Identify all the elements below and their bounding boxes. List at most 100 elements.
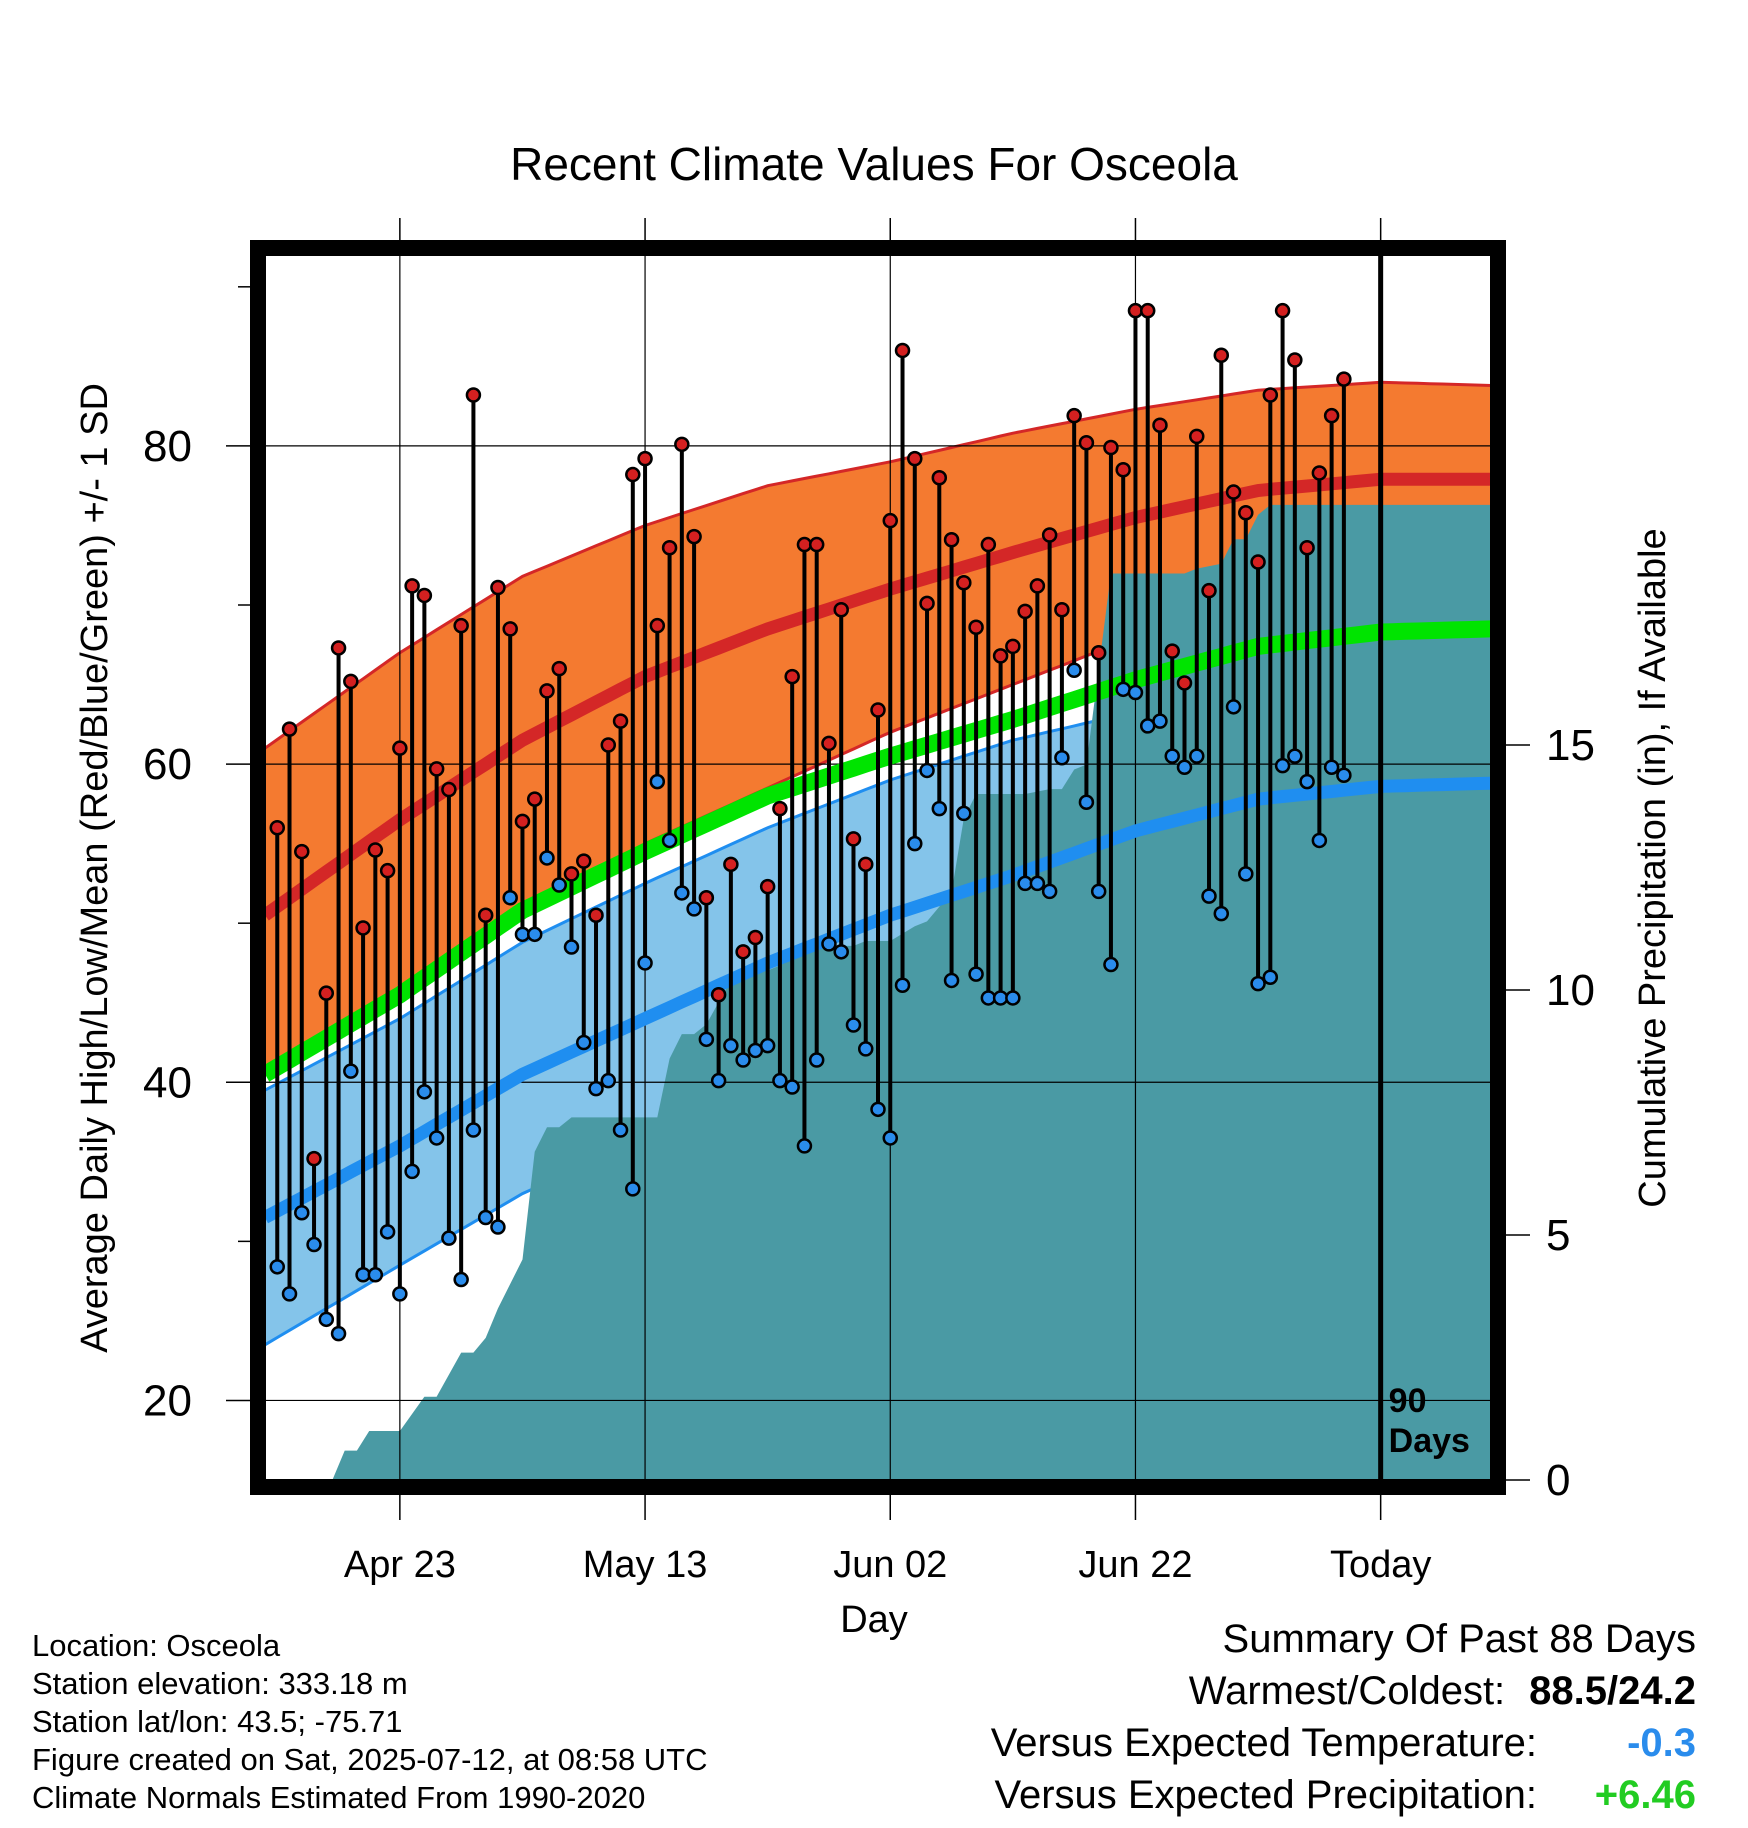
daily-low-point bbox=[1041, 883, 1058, 900]
info-created: Figure created on Sat, 2025-07-12, at 08… bbox=[32, 1742, 708, 1777]
daily-low-point bbox=[294, 1204, 310, 1221]
daily-low-point bbox=[563, 939, 580, 955]
x-tick-label: Jun 02 bbox=[833, 1544, 947, 1586]
daily-high-point bbox=[723, 856, 739, 873]
daily-low-point bbox=[1225, 699, 1242, 715]
daily-low-point bbox=[772, 1072, 788, 1089]
daily-low-point bbox=[796, 1138, 813, 1154]
daily-high-point bbox=[392, 740, 408, 756]
daily-high-point bbox=[1041, 527, 1058, 543]
daily-high-point bbox=[294, 843, 310, 860]
y-axis-label: Average Daily High/Low/Mean (Red/Blue/Gr… bbox=[74, 383, 116, 1353]
daily-high-point bbox=[330, 640, 347, 656]
summary-precip-row: Versus Expected Precipitation: +6.46 bbox=[991, 1769, 1696, 1821]
daily-low-point bbox=[330, 1325, 347, 1342]
daily-high-point bbox=[710, 987, 727, 1003]
y-tick-label: 60 bbox=[143, 740, 192, 789]
daily-low-point bbox=[833, 944, 849, 960]
daily-high-point bbox=[845, 831, 862, 847]
x-tick-label: May 13 bbox=[583, 1544, 708, 1586]
daily-high-point bbox=[1017, 603, 1033, 620]
daily-high-point bbox=[563, 866, 580, 882]
daily-low-point bbox=[674, 885, 690, 901]
daily-low-point bbox=[306, 1236, 322, 1253]
x-axis-label: Day bbox=[840, 1599, 908, 1641]
summary-temp-row: Versus Expected Temperature: -0.3 bbox=[991, 1717, 1696, 1769]
daily-high-point bbox=[833, 602, 849, 618]
daily-high-point bbox=[281, 721, 298, 737]
daily-high-point bbox=[379, 862, 396, 879]
daily-high-point bbox=[600, 737, 617, 753]
daily-low-point bbox=[1103, 956, 1119, 973]
info-normals: Climate Normals Estimated From 1990-2020 bbox=[32, 1780, 646, 1815]
y2-tick-label: 15 bbox=[1546, 721, 1595, 770]
daily-low-point bbox=[1299, 773, 1315, 790]
daily-low-point bbox=[576, 1034, 592, 1051]
daily-high-point bbox=[1225, 484, 1242, 500]
daily-low-point bbox=[894, 977, 911, 993]
daily-low-point bbox=[465, 1122, 482, 1138]
daily-high-point bbox=[637, 450, 653, 467]
daily-low-point bbox=[968, 966, 984, 982]
x-tick-label: Today bbox=[1330, 1544, 1431, 1586]
daily-high-point bbox=[588, 907, 604, 923]
daily-low-point bbox=[784, 1079, 800, 1095]
daily-low-point bbox=[1164, 748, 1180, 764]
daily-high-point bbox=[1287, 352, 1303, 368]
daily-high-point bbox=[453, 617, 469, 634]
daily-low-point bbox=[1323, 759, 1340, 776]
daily-low-point bbox=[907, 835, 923, 852]
daily-high-point bbox=[1201, 582, 1217, 599]
daily-high-point bbox=[772, 800, 788, 817]
daily-high-point bbox=[919, 595, 935, 612]
daily-low-point bbox=[686, 901, 702, 917]
daily-high-point bbox=[1189, 428, 1205, 445]
daily-high-point bbox=[686, 528, 702, 545]
daily-low-point bbox=[416, 1084, 433, 1100]
daily-high-point bbox=[625, 466, 641, 483]
precip-label: Versus Expected Precipitation: bbox=[994, 1773, 1537, 1817]
daily-high-point bbox=[649, 617, 666, 634]
daily-high-point bbox=[968, 619, 984, 636]
daily-low-point bbox=[612, 1122, 629, 1138]
high-upper-line bbox=[265, 380, 1491, 750]
daily-low-point bbox=[343, 1063, 359, 1079]
y-tick-label: 40 bbox=[143, 1058, 192, 1107]
daily-low-point bbox=[539, 850, 555, 866]
daily-high-point bbox=[1005, 638, 1021, 655]
daily-high-point bbox=[576, 853, 592, 869]
y-tick-label: 20 bbox=[143, 1376, 192, 1425]
summary-panel: Summary Of Past 88 Days Warmest/Coldest:… bbox=[991, 1613, 1696, 1821]
high-mean-line bbox=[265, 472, 1491, 921]
daily-high-point bbox=[612, 713, 629, 729]
daily-low-point bbox=[600, 1072, 617, 1089]
daily-low-point bbox=[1054, 749, 1070, 766]
daily-high-point bbox=[956, 574, 972, 591]
daily-high-point bbox=[1213, 347, 1230, 363]
warmest-value: 88.5/24.2 bbox=[1529, 1669, 1696, 1713]
daily-low-point bbox=[1127, 684, 1144, 701]
daily-high-point bbox=[1090, 644, 1107, 661]
daily-high-point bbox=[441, 781, 457, 798]
daily-high-point bbox=[821, 735, 837, 752]
daily-low-point bbox=[588, 1080, 604, 1097]
warmest-label: Warmest/Coldest: bbox=[1188, 1669, 1506, 1713]
daily-high-point bbox=[735, 944, 751, 960]
info-elevation: Station elevation: 333.18 m bbox=[32, 1666, 408, 1701]
daily-high-point bbox=[539, 683, 555, 699]
temp-value: -0.3 bbox=[1627, 1721, 1696, 1765]
daily-high-point bbox=[894, 342, 911, 359]
daily-low-point bbox=[318, 1311, 335, 1328]
daily-low-point bbox=[490, 1219, 506, 1235]
daily-low-point bbox=[404, 1163, 420, 1180]
daily-high-point bbox=[367, 842, 384, 858]
daily-low-point bbox=[698, 1031, 715, 1048]
chart-title: Recent Climate Values For Osceola bbox=[510, 138, 1238, 190]
daily-low-point bbox=[1250, 975, 1266, 992]
daily-low-point bbox=[649, 773, 666, 790]
daily-high-point bbox=[1311, 465, 1328, 481]
daily-high-point bbox=[1323, 407, 1340, 424]
x-tick-label: Jun 22 bbox=[1078, 1544, 1192, 1586]
summary-warmest-row: Warmest/Coldest: 88.5/24.2 bbox=[991, 1665, 1696, 1717]
daily-low-point bbox=[477, 1209, 494, 1226]
